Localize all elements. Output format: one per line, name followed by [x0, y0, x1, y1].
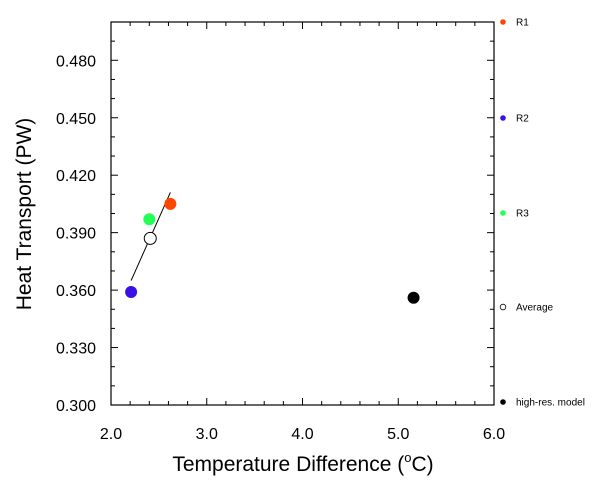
x-tick-label: 4.0 — [291, 426, 313, 443]
y-tick-label: 0.300 — [56, 398, 96, 415]
data-point-r1 — [164, 197, 177, 210]
legend-label-average: Average — [516, 303, 554, 314]
x-axis-title: Temperature Difference (oC) — [172, 450, 433, 476]
y-axis-title: Heat Transport (PW) — [13, 118, 36, 311]
legend-label-r2: R2 — [516, 114, 529, 125]
x-axis: 2.0 3.0 4.0 5.0 6.0 — [100, 22, 505, 443]
legend: R1 R2 R3 Average high-res. model — [499, 18, 585, 409]
y-tick-label: 0.330 — [56, 341, 96, 358]
y-tick-label: 0.450 — [56, 111, 96, 128]
data-point-r3 — [143, 213, 156, 226]
legend-marker-r1 — [500, 19, 506, 25]
x-tick-label: 6.0 — [483, 426, 505, 443]
y-tick-label: 0.390 — [56, 226, 96, 243]
y-tick-label: 0.420 — [56, 168, 96, 185]
legend-label-r3: R3 — [516, 209, 529, 220]
x-tick-label: 2.0 — [100, 426, 122, 443]
plot-frame — [110, 21, 495, 406]
data-point-average — [143, 231, 157, 245]
data-point-r2 — [125, 286, 138, 299]
legend-marker-average — [499, 303, 507, 311]
data-point-high-res-model — [407, 291, 420, 304]
x-axis-title-degree: o — [404, 450, 411, 465]
legend-label-high-res-model: high-res. model — [516, 398, 585, 409]
y-tick-label: 0.360 — [56, 283, 96, 300]
legend-marker-r3 — [500, 210, 506, 216]
y-axis: 0.300 0.330 0.360 0.390 0.420 0.450 0.480 — [56, 21, 494, 415]
x-tick-label: 5.0 — [387, 426, 409, 443]
legend-label-r1: R1 — [516, 18, 529, 29]
legend-marker-r2 — [500, 115, 506, 121]
x-tick-label: 3.0 — [196, 426, 218, 443]
x-axis-title-unit: C) — [411, 453, 433, 476]
data-points — [125, 197, 420, 304]
legend-marker-high-res-model — [500, 399, 506, 405]
y-tick-label: 0.480 — [56, 53, 96, 70]
